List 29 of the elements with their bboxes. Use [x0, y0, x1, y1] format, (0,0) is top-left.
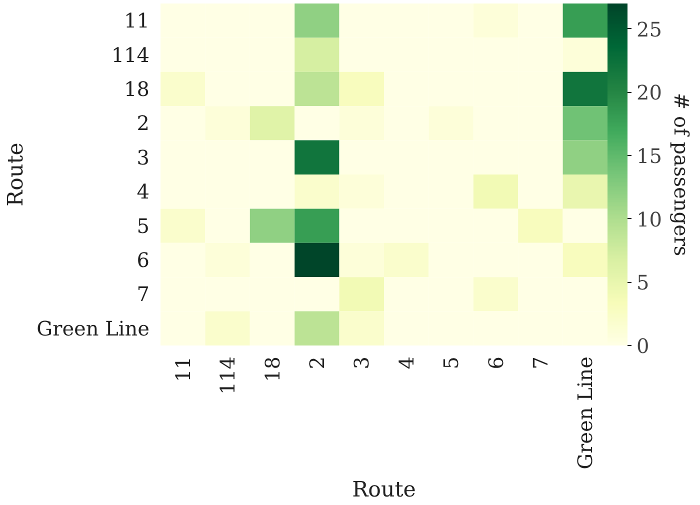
x-tick-label: 11	[170, 356, 195, 382]
x-tick-label: 7	[528, 356, 552, 370]
color-bar-label: 25	[636, 17, 662, 42]
x-tick-label: 5	[439, 356, 464, 370]
y-tick-label: 114	[111, 42, 150, 67]
x-tick-label: 114	[216, 356, 240, 395]
y-tick-label: 11	[124, 8, 150, 33]
y-tick-label: 4	[136, 180, 150, 204]
x-tick-label: 6	[484, 356, 508, 370]
color-bar-label: 20	[636, 80, 662, 105]
x-tick-label: 18	[260, 356, 284, 382]
y-tick-label: 7	[136, 282, 150, 306]
color-bar-title: # of passengers	[670, 92, 694, 256]
y-tick-label: 3	[136, 145, 150, 170]
y-tick-label: 18	[124, 77, 150, 101]
y-tick-label: 5	[136, 214, 150, 238]
x-tick-label: 4	[394, 356, 418, 370]
color-bar-label: 5	[636, 270, 650, 295]
color-bar-label: 10	[636, 207, 662, 232]
x-tick-label: Green Line	[573, 356, 598, 470]
color-bar-label: 0	[636, 334, 650, 358]
x-tick-label: 3	[350, 356, 374, 370]
y-tick-label: 6	[136, 248, 150, 272]
y-tick-label: Green Line	[36, 316, 150, 340]
color-bar-label: 15	[636, 144, 662, 168]
x-axis-title: Route	[352, 477, 416, 502]
x-tick-label: 2	[304, 356, 329, 370]
y-tick-label: 2	[136, 111, 150, 136]
y-axis-title: Route	[4, 142, 29, 206]
